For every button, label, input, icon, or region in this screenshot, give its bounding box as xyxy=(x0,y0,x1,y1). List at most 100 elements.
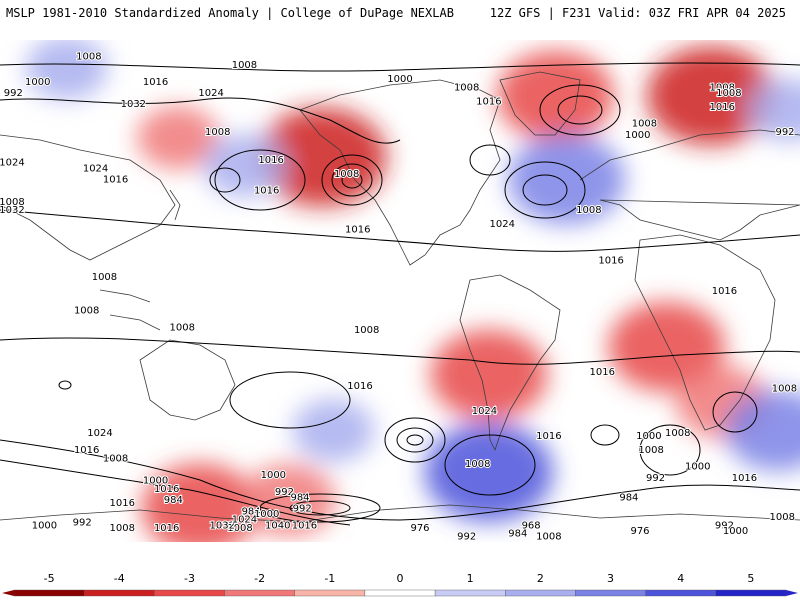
isobar-label: 1008 xyxy=(227,523,252,534)
isobar-line xyxy=(384,417,446,463)
isobar-label: 1000 xyxy=(636,431,661,442)
isobar-label: 1000 xyxy=(387,74,412,85)
isobar-label: 1000 xyxy=(32,520,57,531)
isobar-line xyxy=(539,84,621,136)
colorbar-cells xyxy=(2,589,798,597)
colorbar-tick-label: 1 xyxy=(467,572,474,585)
map-title: MSLP 1981-2010 Standardized Anomaly | Co… xyxy=(6,6,454,20)
isobar-label: 984 xyxy=(508,529,527,540)
isobar-label: 1016 xyxy=(254,186,279,197)
isobar-label: 1008 xyxy=(92,272,117,283)
positive-anomaly-area xyxy=(292,398,375,462)
isobar-label: 1000 xyxy=(625,130,650,141)
isobar-label: 1016 xyxy=(345,225,370,236)
isobar-line xyxy=(444,434,536,496)
isobar-label: 1016 xyxy=(536,431,561,442)
isobar-label: 1032 xyxy=(0,205,25,216)
colorbar-cell xyxy=(575,589,646,597)
isobar-label: 1008 xyxy=(454,82,479,93)
colorbar-cell xyxy=(505,589,576,597)
colorbar-right-arrow xyxy=(786,590,798,596)
colorbar: -5 -4 -3 -2 -1 0 1 2 3 4 5 xyxy=(2,572,798,597)
isobar-label: 1016 xyxy=(732,473,757,484)
south-america-coast xyxy=(459,274,561,452)
north-america-coast xyxy=(299,79,501,266)
isobar-label: 1016 xyxy=(74,445,99,456)
colorbar-cell xyxy=(434,589,506,597)
colorbar-tick-label: 3 xyxy=(607,572,614,585)
isobar-line xyxy=(712,391,758,433)
colorbar-tick-label: 0 xyxy=(397,572,404,585)
isobar-line xyxy=(229,371,351,429)
isobar-line xyxy=(259,493,381,523)
isobar-label: 1016 xyxy=(347,381,372,392)
isobar-label: 1008 xyxy=(716,88,741,99)
colorbar-cell xyxy=(13,589,85,597)
positive-anomaly-area xyxy=(25,40,108,100)
colorbar-tick-label: 4 xyxy=(677,572,684,585)
colorbar-cell xyxy=(364,589,436,597)
isobar-label: 968 xyxy=(522,520,541,531)
isobar-label: 992 xyxy=(275,487,294,498)
isobar-line xyxy=(0,439,800,521)
isobar-label: 1000 xyxy=(261,470,286,481)
isobar-line xyxy=(0,62,800,72)
isobar-label: 1032 xyxy=(121,99,146,110)
isobar-label: 1000 xyxy=(25,77,50,88)
maritime-continent-coast xyxy=(99,189,181,331)
isobar-label: 1008 xyxy=(354,325,379,336)
colorbar-tick-label: -2 xyxy=(254,572,265,585)
isobar-label: 1024 xyxy=(87,428,112,439)
isobar-line xyxy=(504,161,586,219)
isobar-label: 1008 xyxy=(74,306,99,317)
isobar-label: 984 xyxy=(290,492,309,503)
isobar-label: 1008 xyxy=(169,322,194,333)
isobar-label: 992 xyxy=(293,504,312,515)
isobar-label: 976 xyxy=(630,526,649,537)
isobar-line xyxy=(214,149,306,211)
isobar-label: 1024 xyxy=(472,406,497,417)
negative-anomaly-area xyxy=(242,464,336,537)
isobar-label: 1016 xyxy=(154,484,179,495)
isobar-label: 1016 xyxy=(143,77,168,88)
isobar-line xyxy=(0,459,351,526)
colorbar-cell xyxy=(715,589,787,597)
isobar-line xyxy=(590,424,620,446)
anomaly-shading-layer xyxy=(25,40,800,542)
africa-coast xyxy=(634,234,776,431)
isobar-line xyxy=(321,154,383,206)
negative-anomaly-area xyxy=(646,46,776,146)
isobar-label: 1016 xyxy=(103,174,128,185)
isobar-label: 992 xyxy=(646,473,665,484)
model-run-info: 12Z GFS | F231 Valid: 03Z FRI APR 04 202… xyxy=(489,6,786,20)
isobar-label: 1000 xyxy=(685,462,710,473)
isobar-label: 1008 xyxy=(205,127,230,138)
isobar-line xyxy=(331,163,373,197)
colorbar-tick-label: -4 xyxy=(114,572,125,585)
isobar-label: 1008 xyxy=(665,428,690,439)
colorbar-cell xyxy=(154,589,225,597)
isobar-label: 1032 xyxy=(209,520,234,531)
isobar-line xyxy=(522,174,568,206)
isobar-label: 1008 xyxy=(638,445,663,456)
isobar-label: 1008 xyxy=(109,523,134,534)
isobar-label: 1008 xyxy=(576,205,601,216)
isobar-label: 1016 xyxy=(712,286,737,297)
isobar-label: 1008 xyxy=(232,60,257,71)
colorbar-cell xyxy=(294,589,366,597)
isobar-line xyxy=(396,427,434,453)
isobar-label: 1016 xyxy=(476,96,501,107)
isobar-label: 1016 xyxy=(589,367,614,378)
isobar-label: 1024 xyxy=(83,163,108,174)
negative-anomaly-area xyxy=(136,106,219,170)
isobar-label: 1000 xyxy=(254,509,279,520)
isobar-line xyxy=(209,167,241,193)
colorbar-tick-labels: -5 -4 -3 -2 -1 0 1 2 3 4 5 xyxy=(44,572,755,585)
isobar-label: 1024 xyxy=(0,158,25,169)
isobar-label: 1008 xyxy=(769,512,794,523)
isobar-label: 984 xyxy=(164,495,183,506)
isobar-label: 1008 xyxy=(536,531,561,542)
isobar-label: 992 xyxy=(73,517,92,528)
colorbar-cell xyxy=(224,589,295,597)
